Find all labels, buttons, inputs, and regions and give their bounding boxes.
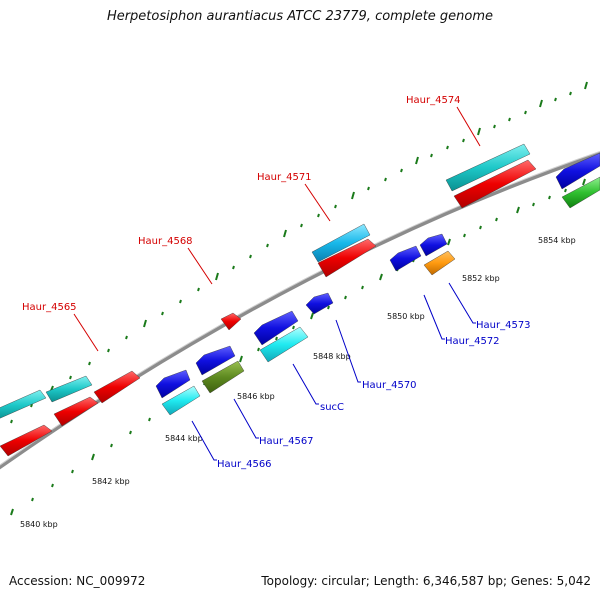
gene-label-haur-4567[interactable]: Haur_4567 <box>259 436 314 447</box>
gene-arrow[interactable] <box>423 250 456 276</box>
genome-backbone <box>0 151 600 470</box>
scale-label-5854: 5854 kbp <box>538 236 576 245</box>
gene-label-haur-4574[interactable]: Haur_4574 <box>406 95 461 106</box>
gene-arrow[interactable] <box>45 375 93 403</box>
gene-label-succ[interactable]: sucC <box>320 402 344 413</box>
gene-label-haur-4568[interactable]: Haur_4568 <box>138 236 193 247</box>
gene-arrow[interactable] <box>453 159 537 209</box>
scale-label-5846: 5846 kbp <box>237 392 275 401</box>
gene-arrow[interactable] <box>555 152 600 190</box>
gene-label-haur-4570[interactable]: Haur_4570 <box>362 380 417 391</box>
genome-summary-text: Topology: circular; Length: 6,346,587 bp… <box>261 574 591 588</box>
gene-label-haur-4572[interactable]: Haur_4572 <box>445 336 500 347</box>
gene-arrow[interactable] <box>317 238 377 278</box>
map-title: Herpetosiphon aurantiacus ATCC 23779, co… <box>106 9 494 24</box>
gene-arrow[interactable] <box>0 389 47 420</box>
gene-arrow[interactable] <box>305 292 334 315</box>
scale-label-5844: 5844 kbp <box>165 434 203 443</box>
scale-label-5850: 5850 kbp <box>387 312 425 321</box>
gene-arrow[interactable] <box>195 345 236 376</box>
gene-label-haur-4571[interactable]: Haur_4571 <box>257 172 312 183</box>
reverse-gene-labels <box>191 282 476 461</box>
gene-arrow[interactable] <box>93 370 141 404</box>
scale-label-5848: 5848 kbp <box>313 352 351 361</box>
scale-label-5852: 5852 kbp <box>462 274 500 283</box>
gene-arrow[interactable] <box>220 312 242 331</box>
gene-arrow[interactable] <box>0 424 53 457</box>
gene-label-haur-4565[interactable]: Haur_4565 <box>22 302 77 313</box>
lower-scale-ticks <box>10 178 586 516</box>
gene-label-haur-4566[interactable]: Haur_4566 <box>217 459 272 470</box>
gene-arrow[interactable] <box>161 385 201 416</box>
gene-arrow[interactable] <box>201 360 245 394</box>
forward-strand-genes <box>0 143 537 457</box>
gene-arrow[interactable] <box>419 233 448 257</box>
gene-arrow[interactable] <box>561 176 600 209</box>
gene-arrow[interactable] <box>389 245 422 272</box>
gene-arrow[interactable] <box>311 223 371 263</box>
gene-arrow[interactable] <box>445 143 531 192</box>
gene-arrow[interactable] <box>155 369 191 399</box>
gene-arrow[interactable] <box>53 396 99 427</box>
upper-scale-ticks <box>10 81 588 424</box>
gene-arrow[interactable] <box>253 310 299 346</box>
accession-text: Accession: NC_009972 <box>9 574 146 588</box>
gene-arrow[interactable] <box>259 326 309 363</box>
reverse-strand-genes <box>155 152 600 416</box>
scale-label-5842: 5842 kbp <box>92 477 130 486</box>
forward-gene-labels <box>73 106 481 352</box>
scale-label-5840: 5840 kbp <box>20 520 58 529</box>
gene-label-haur-4573[interactable]: Haur_4573 <box>476 320 531 331</box>
